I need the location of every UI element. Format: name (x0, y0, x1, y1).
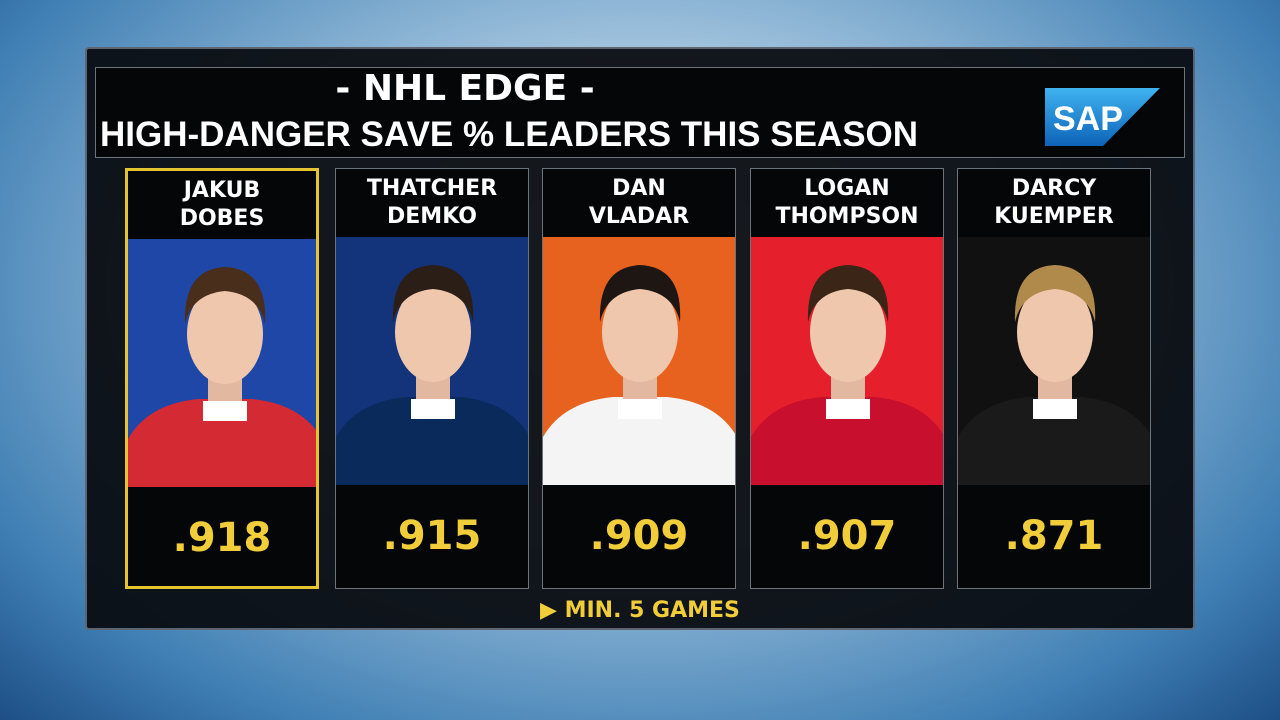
first-name: DAN (612, 176, 666, 201)
collar (826, 399, 870, 419)
player-name: DAN VLADAR (543, 175, 735, 231)
player-photo (751, 237, 943, 485)
first-name: THATCHER (366, 176, 498, 201)
player-name: LOGAN THOMPSON (751, 175, 943, 231)
title: - NHL EDGE - (335, 68, 595, 109)
first-name: LOGAN (804, 176, 890, 201)
sponsor-text: SAP (1053, 100, 1123, 138)
first-name: JAKUB (183, 178, 261, 203)
player-name: JAKUB DOBES (128, 177, 316, 233)
title-box (95, 67, 1185, 158)
jersey (751, 397, 943, 485)
hair (1014, 265, 1096, 322)
last-name: KUEMPER (994, 204, 1114, 229)
player-photo (958, 237, 1150, 485)
player-card: JAKUB DOBES .918 (125, 168, 319, 589)
player-card: THATCHER DEMKO .915 (335, 168, 529, 589)
jersey (128, 399, 316, 487)
player-photo (128, 239, 316, 487)
jersey (958, 397, 1150, 485)
player-value: .918 (172, 515, 272, 561)
player-name: DARCY KUEMPER (958, 175, 1150, 231)
hair (184, 267, 266, 324)
player-value: .871 (1004, 513, 1104, 559)
face (187, 284, 263, 384)
face (810, 282, 886, 382)
last-name: VLADAR (588, 204, 690, 229)
jersey (543, 397, 735, 485)
player-card: LOGAN THOMPSON .907 (750, 168, 944, 589)
subtitle: HIGH-DANGER SAVE % LEADERS THIS SEASON (100, 115, 919, 154)
last-name: DOBES (179, 206, 265, 231)
last-name: DEMKO (387, 204, 477, 229)
face (1017, 282, 1093, 382)
hair (807, 265, 889, 322)
first-name: DARCY (1011, 176, 1097, 201)
collar (411, 399, 455, 419)
collar (618, 399, 662, 419)
player-card: DARCY KUEMPER .871 (957, 168, 1151, 589)
collar (203, 401, 247, 421)
player-value: .915 (382, 513, 482, 559)
jersey (336, 397, 528, 485)
footnote: ▶ MIN. 5 GAMES (540, 598, 740, 623)
face (395, 282, 471, 382)
player-card: DAN VLADAR .909 (542, 168, 736, 589)
collar (1033, 399, 1077, 419)
hair (599, 265, 681, 322)
hair (392, 265, 474, 322)
player-value: .909 (589, 513, 689, 559)
player-name: THATCHER DEMKO (336, 175, 528, 231)
last-name: THOMPSON (775, 204, 919, 229)
player-photo (543, 237, 735, 485)
face (602, 282, 678, 382)
footnote-text: MIN. 5 GAMES (564, 598, 740, 623)
player-photo (336, 237, 528, 485)
player-value: .907 (797, 513, 897, 559)
sponsor-logo: SAP (1045, 88, 1160, 146)
